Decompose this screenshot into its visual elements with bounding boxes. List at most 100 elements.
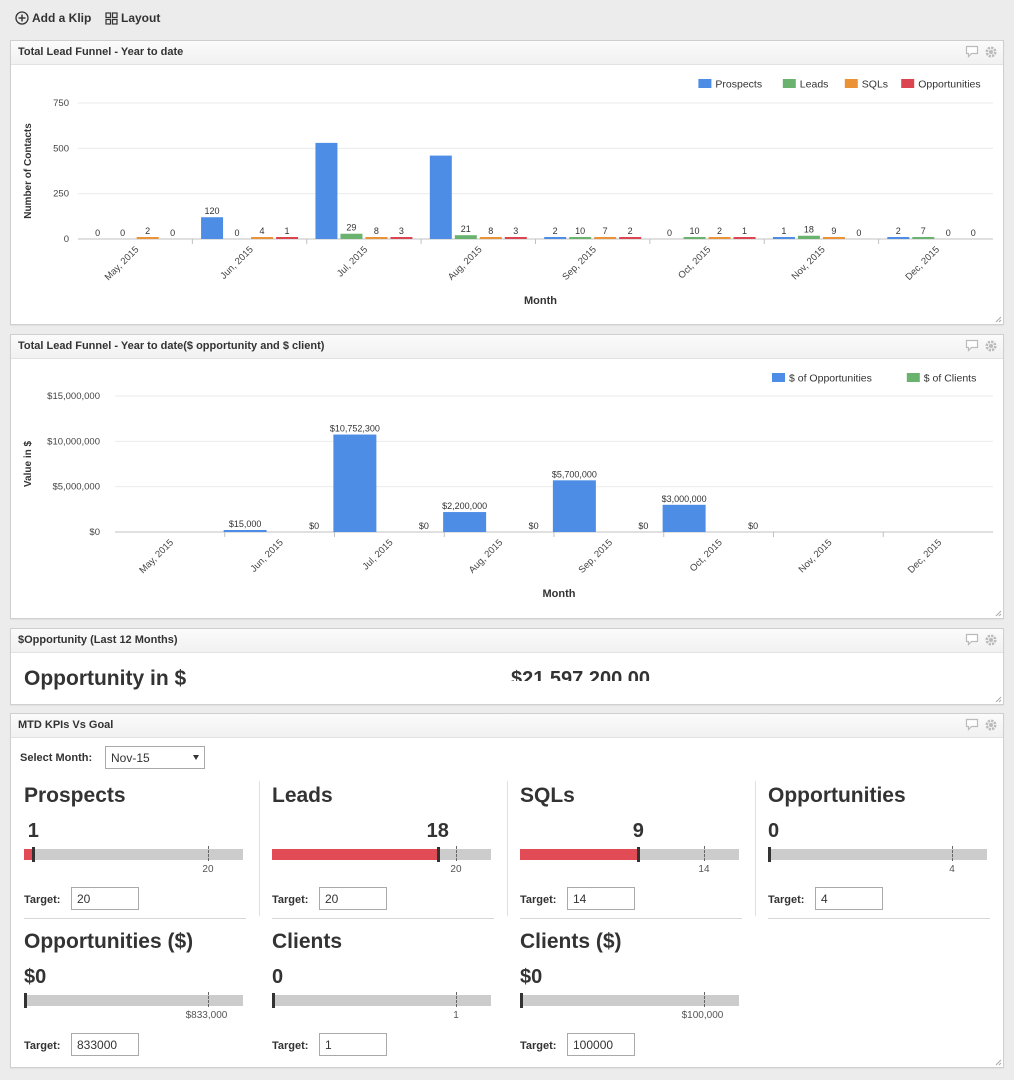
y-tick-label: 250 [53, 189, 69, 200]
bar [569, 237, 592, 239]
x-tick-label: Jul, 2015 [335, 244, 370, 279]
select-month-label: Select Month: [20, 752, 93, 764]
target-label: Target: [272, 894, 309, 906]
kpi-target-marker [208, 846, 210, 861]
kpi-progress-bar [272, 846, 491, 862]
bar [733, 237, 756, 239]
bar [504, 237, 527, 239]
kpi-value: 0 [272, 966, 284, 988]
bar [479, 237, 502, 239]
kpi-value: $0 [520, 966, 543, 988]
klip-header: $Opportunity (Last 12 Months) [11, 629, 1003, 653]
gear-icon[interactable] [984, 339, 998, 353]
data-label: $0 [309, 521, 319, 531]
x-tick-label: May, 2015 [137, 537, 176, 576]
bar [443, 512, 487, 532]
data-label: 8 [374, 226, 379, 236]
kpi-value: 0 [768, 820, 780, 842]
data-label: 0 [667, 228, 672, 238]
resize-handle-icon[interactable] [995, 1059, 1002, 1066]
bar [619, 237, 642, 239]
bar [223, 530, 267, 532]
kpi-column-divider [755, 781, 756, 916]
legend-swatch [782, 79, 796, 88]
kpi-row-divider [768, 918, 990, 919]
data-label: $15,000 [229, 519, 262, 529]
bar [797, 235, 820, 239]
data-label: 3 [513, 226, 518, 236]
kpi-name: SQLs [520, 784, 575, 807]
legend-label: Opportunities [918, 79, 980, 91]
target-input[interactable] [319, 1033, 387, 1056]
data-label: 0 [971, 228, 976, 238]
data-label: 0 [235, 228, 240, 238]
legend-label: $ of Clients [924, 373, 977, 385]
x-tick-label: Sep, 2015 [577, 537, 615, 575]
data-label: 1 [285, 226, 290, 236]
klip-lead-funnel: Total Lead Funnel - Year to date 0 250 500… [10, 40, 1004, 325]
x-tick-label: Aug, 2015 [446, 244, 484, 282]
target-label: Target: [24, 894, 61, 906]
dollar-funnel-chart: $0 $5,000,000 $10,000,000 $15,000,000 May, 2… [23, 373, 993, 600]
comment-icon[interactable] [965, 339, 979, 352]
target-input[interactable] [71, 887, 139, 910]
klip-dollar-funnel: Total Lead Funnel - Year to date($ oppor… [10, 334, 1004, 619]
legend-label: Leads [800, 79, 829, 91]
data-label: 0 [946, 228, 951, 238]
x-tick-label: Oct, 2015 [676, 244, 713, 281]
kpi-target-marker [952, 846, 954, 861]
target-input[interactable] [815, 887, 883, 910]
target-input[interactable] [71, 1033, 139, 1056]
kpi-value: 9 [632, 820, 644, 842]
y-axis-title: Value in $ [23, 440, 34, 487]
legend-swatch [698, 79, 712, 88]
layout-label: Layout [121, 11, 161, 25]
layout-button[interactable]: Layout [105, 11, 160, 25]
kpi-target-label: 20 [450, 864, 462, 875]
target-input[interactable] [567, 887, 635, 910]
kpi-target-marker [704, 846, 706, 861]
x-tick-label: Sep, 2015 [560, 244, 598, 282]
data-label: 2 [896, 226, 901, 236]
target-input[interactable] [567, 1033, 635, 1056]
add-klip-button[interactable]: Add a Klip [15, 11, 91, 25]
data-label: 2 [628, 226, 633, 236]
y-tick-label: 500 [53, 143, 69, 154]
comment-icon[interactable] [965, 633, 979, 646]
month-select[interactable]: Nov-15 [105, 746, 205, 769]
bar [683, 237, 706, 239]
y-tick-label: $15,000,000 [47, 391, 100, 402]
resize-handle-icon[interactable] [995, 610, 1002, 617]
klip-header: Total Lead Funnel - Year to date($ oppor… [11, 335, 1003, 359]
x-tick-label: Nov, 2015 [790, 244, 828, 282]
comment-icon[interactable] [965, 45, 979, 58]
opportunity-value: $21,597,200.00 [511, 669, 651, 681]
comment-icon[interactable] [965, 718, 979, 731]
klip-mtd-kpis: MTD KPIs Vs Goal Select Month: Nov-15 Pr… [10, 713, 1004, 1068]
gear-icon[interactable] [984, 718, 998, 732]
bar [251, 237, 274, 239]
kpi-column-divider [259, 781, 260, 916]
target-input[interactable] [319, 887, 387, 910]
kpi-progress-bar [272, 992, 491, 1008]
y-tick-label: $5,000,000 [52, 482, 100, 493]
x-tick-label: May, 2015 [103, 244, 142, 283]
resize-handle-icon[interactable] [995, 316, 1002, 323]
gear-icon[interactable] [984, 45, 998, 59]
x-tick-label: Jun, 2015 [248, 537, 285, 574]
bar [429, 155, 452, 239]
kpi-target-marker [456, 846, 458, 861]
target-label: Target: [520, 1040, 557, 1052]
klip-opportunity-total: $Opportunity (Last 12 Months) Opportunit… [10, 628, 1004, 705]
kpi-name: Opportunities [768, 784, 906, 807]
kpi-target-marker [208, 992, 210, 1007]
kpi-target-label: 20 [202, 864, 214, 875]
kpi-name: Clients ($) [520, 930, 622, 953]
data-label: 0 [120, 228, 125, 238]
kpi-progress-fill [24, 849, 34, 860]
resize-handle-icon[interactable] [995, 696, 1002, 703]
kpi-target-label: $833,000 [185, 1010, 228, 1021]
data-label: 0 [95, 228, 100, 238]
gear-icon[interactable] [984, 633, 998, 647]
plus-circle-icon [15, 11, 29, 25]
